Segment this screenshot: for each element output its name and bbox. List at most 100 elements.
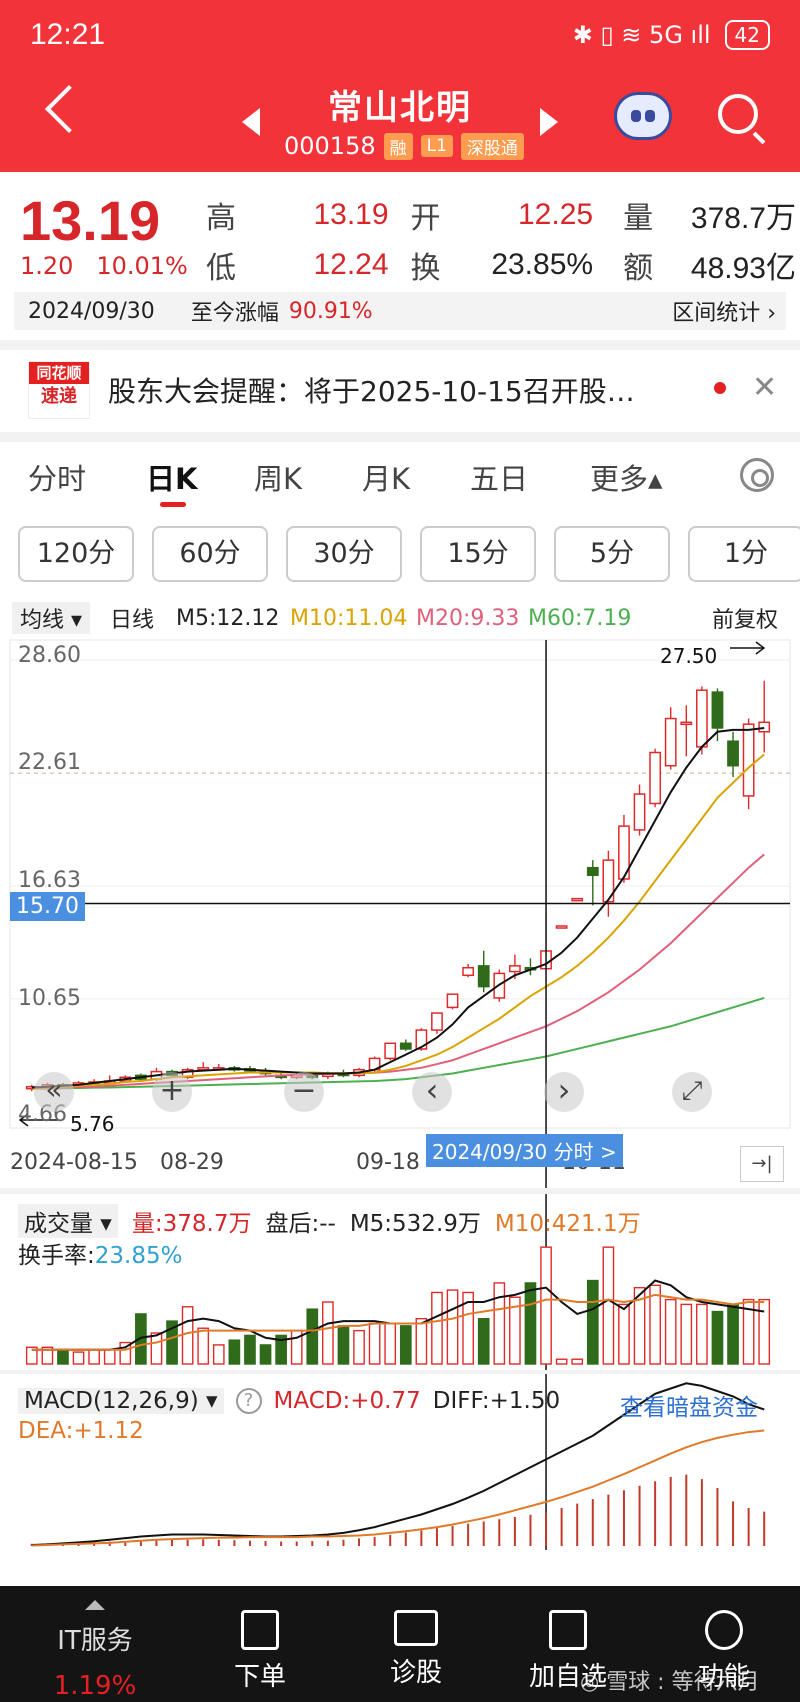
- next-candle-icon[interactable]: ›: [544, 1072, 584, 1112]
- divider: [0, 1370, 800, 1374]
- tag-margin: 融: [383, 132, 413, 160]
- change-value: 1.20: [20, 252, 74, 280]
- divider: [0, 340, 800, 350]
- volume-bar: [711, 1310, 724, 1365]
- rewind-icon[interactable]: «: [34, 1072, 74, 1112]
- search-icon[interactable]: [718, 94, 758, 134]
- tab-monthly-k[interactable]: 月K: [362, 462, 411, 496]
- assistant-robot-icon[interactable]: [614, 92, 672, 140]
- volume-value: 378.7万: [690, 202, 796, 235]
- tab-120min[interactable]: 120分: [18, 526, 134, 582]
- logo-bottom-text: 速递: [41, 386, 77, 407]
- x-label-1: 2024-08-15: [10, 1150, 138, 1175]
- tab-5min[interactable]: 5分: [554, 526, 670, 582]
- order-button[interactable]: 下单: [200, 1586, 320, 1693]
- macd-select[interactable]: MACD(12,26,9) ▾: [18, 1388, 224, 1414]
- turnover-rate: 23.85%: [94, 1243, 183, 1269]
- after-hours: 盘后:--: [265, 1211, 336, 1237]
- industry-pct: 1.19%: [53, 1671, 137, 1701]
- x-label-2: 08-29: [160, 1150, 224, 1175]
- status-signal-icons: ✱ ▯ ≋ 5G ıll: [572, 21, 711, 49]
- cursor-date-label[interactable]: 2024/09/30 分时 >: [426, 1134, 623, 1167]
- volume-bar: [212, 1344, 225, 1365]
- min-arrow: [18, 1113, 58, 1127]
- volume-bar: [742, 1298, 755, 1365]
- volume-bar: [150, 1332, 163, 1365]
- tab-1min[interactable]: 1分: [688, 526, 800, 582]
- industry-item[interactable]: IT服务 1.19%: [30, 1586, 160, 1701]
- volume-bar: [602, 1246, 615, 1365]
- vol-m5: M5:532.9万: [349, 1211, 481, 1237]
- dark-pool-link[interactable]: 查看暗盘资金: [620, 1395, 758, 1421]
- kline-chart[interactable]: [0, 630, 800, 1560]
- tab-daily-k[interactable]: 日K: [146, 462, 198, 496]
- last-price: 13.19: [20, 189, 161, 252]
- candle: [555, 925, 568, 929]
- turnover-label: 换: [410, 251, 441, 286]
- y-label-3: 16.63: [18, 868, 81, 893]
- max-price-label: 27.50: [660, 644, 718, 668]
- candle: [508, 965, 521, 973]
- high-value: 13.19: [313, 198, 389, 231]
- volume-bar: [88, 1348, 100, 1365]
- stock-name: 常山北明: [328, 88, 472, 128]
- volume-bar: [571, 1358, 584, 1365]
- zoom-in-icon[interactable]: +: [152, 1072, 192, 1112]
- adjust-mode[interactable]: 前复权: [712, 608, 779, 633]
- caret-up-icon: [85, 1600, 105, 1610]
- prev-stock-icon[interactable]: [242, 108, 260, 136]
- ths-logo: 同花顺 速递: [28, 361, 90, 419]
- scroll-to-end-icon[interactable]: →|: [740, 1146, 784, 1182]
- price-change: 1.20 10.01%: [20, 252, 188, 280]
- low-value: 12.24: [313, 248, 389, 281]
- logo-top-text: 同花顺: [29, 362, 89, 384]
- volume-bar: [166, 1320, 178, 1365]
- tab-more[interactable]: 更多▴: [590, 462, 663, 496]
- tab-60min[interactable]: 60分: [152, 526, 268, 582]
- volume-label: 量: [623, 201, 654, 236]
- diagnose-button[interactable]: 诊股: [356, 1586, 476, 1689]
- prev-candle-icon[interactable]: ‹: [412, 1072, 452, 1112]
- volume-bar: [649, 1284, 661, 1365]
- candle: [695, 689, 708, 748]
- tab-five-day[interactable]: 五日: [470, 462, 529, 496]
- volume-bar: [135, 1313, 147, 1365]
- tab-intraday[interactable]: 分时: [28, 462, 87, 496]
- close-icon[interactable]: ✕: [752, 370, 778, 405]
- fullscreen-icon[interactable]: ⤢: [672, 1072, 712, 1112]
- next-stock-icon[interactable]: [540, 108, 558, 136]
- ma-type-select[interactable]: 均线 ▾: [12, 602, 91, 634]
- dea-line: [31, 1429, 765, 1547]
- help-icon[interactable]: ?: [235, 1388, 262, 1414]
- period-tabs: 分时 日K 周K 月K 五日 更多▴: [0, 456, 800, 510]
- volume-value: 量:378.7万: [131, 1211, 252, 1237]
- volume-bar: [368, 1322, 381, 1365]
- volume-bar: [696, 1303, 708, 1365]
- volume-bar: [633, 1286, 646, 1365]
- turnover-label: 换手率:: [18, 1243, 95, 1269]
- date-bar: 2024/09/30 至今涨幅 90.91% 区间统计 ›: [14, 292, 786, 330]
- turnover-row: 换手率:23.85%: [18, 1236, 182, 1270]
- y-label-2: 22.61: [18, 750, 81, 775]
- settings-icon[interactable]: [740, 458, 774, 492]
- industry-label: IT服务: [57, 1626, 133, 1656]
- volume-bar: [680, 1303, 693, 1365]
- volume-select[interactable]: 成交量 ▾: [18, 1204, 118, 1238]
- turnover-value: 23.85%: [491, 248, 594, 281]
- stock-code: 000158: [284, 132, 376, 160]
- add-watchlist-button[interactable]: 加自选: [508, 1586, 628, 1693]
- candle: [680, 721, 693, 726]
- tab-15min[interactable]: 15分: [420, 526, 536, 582]
- zoom-out-icon[interactable]: −: [284, 1072, 324, 1112]
- document-icon: [241, 1610, 279, 1650]
- volume-bar: [509, 1296, 521, 1365]
- range-stats-link[interactable]: 区间统计 ›: [672, 301, 776, 326]
- notice-bar[interactable]: 同花顺 速递 股东大会提醒：将于2025-10-15召开股…: [0, 352, 800, 428]
- volume-bar: [259, 1344, 272, 1365]
- functions-button[interactable]: 功能: [664, 1586, 784, 1693]
- volume-bar: [322, 1301, 334, 1365]
- tab-30min[interactable]: 30分: [286, 526, 402, 582]
- volume-bar: [337, 1325, 350, 1365]
- tab-weekly-k[interactable]: 周K: [254, 462, 303, 496]
